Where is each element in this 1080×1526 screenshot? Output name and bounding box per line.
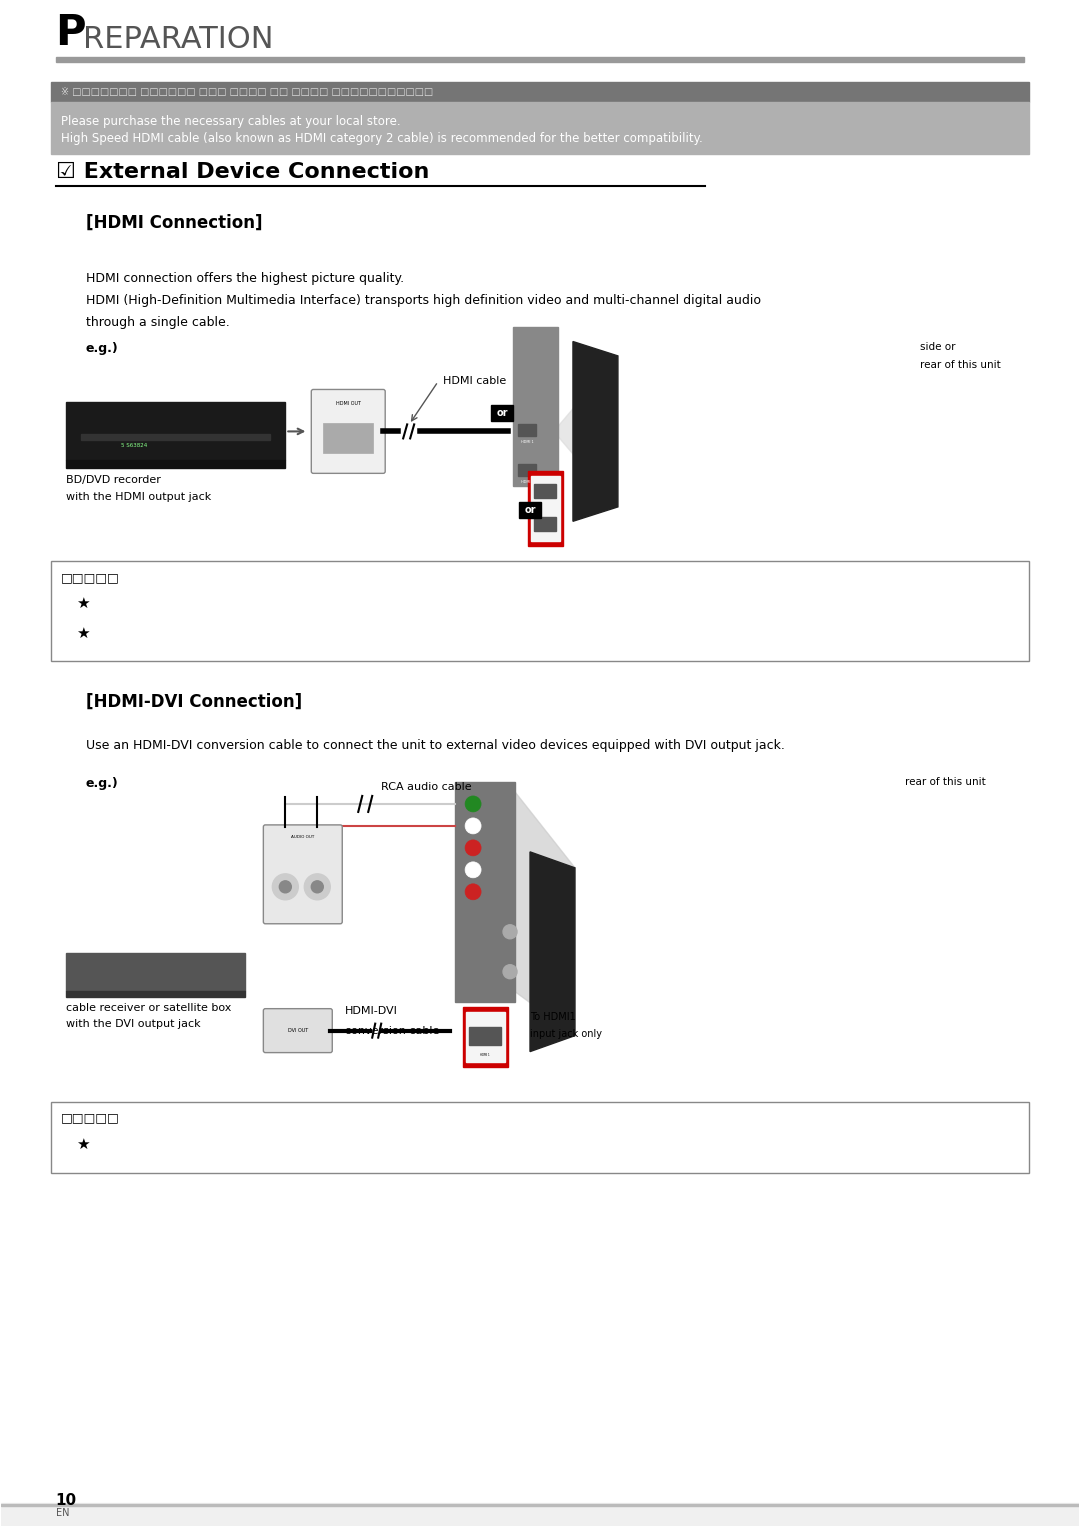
FancyBboxPatch shape <box>51 1102 1029 1173</box>
Bar <box>51 82 1029 102</box>
Circle shape <box>465 839 481 856</box>
Text: ※ □□□□□□□ □□□□□□ □□□ □□□□ □□ □□□□ □□□□□□□□□□□: ※ □□□□□□□ □□□□□□ □□□ □□□□ □□ □□□□ □□□□□□… <box>60 87 433 96</box>
Text: BD/DVD recorder: BD/DVD recorder <box>66 476 161 485</box>
Text: RCA audio cable: RCA audio cable <box>381 781 472 792</box>
Text: cable receiver or satellite box: cable receiver or satellite box <box>66 1003 231 1013</box>
Bar <box>81 435 270 441</box>
Bar <box>66 990 245 996</box>
Text: High Speed HDMI cable (also known as HDMI category 2 cable) is recommended for t: High Speed HDMI cable (also known as HDM… <box>60 131 702 145</box>
Text: HDMI 2: HDMI 2 <box>521 481 534 484</box>
Text: or: or <box>497 409 508 418</box>
Bar <box>1 1505 1079 1506</box>
Text: ★: ★ <box>76 1137 90 1152</box>
Bar <box>56 56 1024 63</box>
FancyBboxPatch shape <box>311 389 386 473</box>
Text: conversion cable: conversion cable <box>346 1025 440 1036</box>
Bar <box>323 423 374 453</box>
Text: 5 S63824: 5 S63824 <box>121 443 147 449</box>
Text: HDMI OUT: HDMI OUT <box>336 401 361 406</box>
Text: ★: ★ <box>76 597 90 612</box>
Text: side or: side or <box>919 342 955 351</box>
Bar <box>518 424 536 436</box>
Text: with the DVI output jack: with the DVI output jack <box>66 1019 200 1029</box>
FancyBboxPatch shape <box>51 562 1029 661</box>
Circle shape <box>465 818 481 833</box>
Text: e.g.): e.g.) <box>85 777 119 790</box>
FancyBboxPatch shape <box>264 826 342 923</box>
Bar <box>528 472 563 546</box>
Circle shape <box>280 881 292 893</box>
Bar <box>469 1027 501 1045</box>
Bar <box>66 403 285 461</box>
Text: e.g.): e.g.) <box>85 342 119 354</box>
Text: with the HDMI output jack: with the HDMI output jack <box>66 493 211 502</box>
Text: HDMI cable: HDMI cable <box>443 377 507 386</box>
Text: or: or <box>524 505 536 516</box>
Circle shape <box>465 862 481 877</box>
Bar <box>66 952 245 990</box>
Circle shape <box>311 881 323 893</box>
Text: rear of this unit: rear of this unit <box>919 360 1000 369</box>
Text: HDMI 1: HDMI 1 <box>481 1053 490 1056</box>
Text: 10: 10 <box>56 1492 77 1508</box>
Text: input jack only: input jack only <box>530 1029 602 1039</box>
Circle shape <box>272 874 298 900</box>
FancyBboxPatch shape <box>264 1009 333 1053</box>
Text: REPARATION: REPARATION <box>82 24 273 53</box>
Polygon shape <box>515 792 575 1036</box>
Text: EN: EN <box>56 1508 69 1518</box>
Bar <box>531 476 559 542</box>
Text: ★: ★ <box>76 626 90 641</box>
Bar <box>1 1503 1079 1526</box>
Circle shape <box>305 874 330 900</box>
Text: AUDIO OUT: AUDIO OUT <box>292 835 314 839</box>
Bar <box>455 781 515 1001</box>
Bar <box>66 461 285 468</box>
Text: HDMI (High-Definition Multimedia Interface) transports high definition video and: HDMI (High-Definition Multimedia Interfa… <box>85 293 760 307</box>
Bar <box>534 484 556 499</box>
Text: Please purchase the necessary cables at your local store.: Please purchase the necessary cables at … <box>60 114 401 128</box>
Circle shape <box>503 964 517 978</box>
Text: HDMI-DVI: HDMI-DVI <box>346 1006 399 1016</box>
Text: HDMI 1: HDMI 1 <box>521 441 534 444</box>
Bar <box>519 502 541 519</box>
Bar <box>463 1007 508 1067</box>
Text: To HDMI1: To HDMI1 <box>530 1012 576 1022</box>
Text: [HDMI-DVI Connection]: [HDMI-DVI Connection] <box>85 693 301 711</box>
Bar <box>491 406 513 421</box>
Text: HDMI connection offers the highest picture quality.: HDMI connection offers the highest pictu… <box>85 272 404 285</box>
Bar <box>513 327 558 487</box>
Text: through a single cable.: through a single cable. <box>85 316 229 328</box>
Text: □□□□□: □□□□□ <box>60 571 120 584</box>
Bar <box>518 464 536 476</box>
Text: □□□□□: □□□□□ <box>60 1111 120 1125</box>
Text: Use an HDMI-DVI conversion cable to connect the unit to external video devices e: Use an HDMI-DVI conversion cable to conn… <box>85 739 784 752</box>
Circle shape <box>503 925 517 938</box>
Bar <box>534 517 556 531</box>
Bar <box>467 1012 505 1062</box>
Circle shape <box>465 797 481 812</box>
Bar <box>51 102 1029 154</box>
Polygon shape <box>558 356 618 507</box>
Text: DVI OUT: DVI OUT <box>287 1029 308 1033</box>
Circle shape <box>465 884 481 900</box>
Text: rear of this unit: rear of this unit <box>905 777 985 787</box>
Polygon shape <box>573 342 618 522</box>
Text: P: P <box>56 12 86 53</box>
Text: [HDMI Connection]: [HDMI Connection] <box>85 214 262 232</box>
Polygon shape <box>530 852 575 1051</box>
Text: ☑ External Device Connection: ☑ External Device Connection <box>56 162 429 182</box>
